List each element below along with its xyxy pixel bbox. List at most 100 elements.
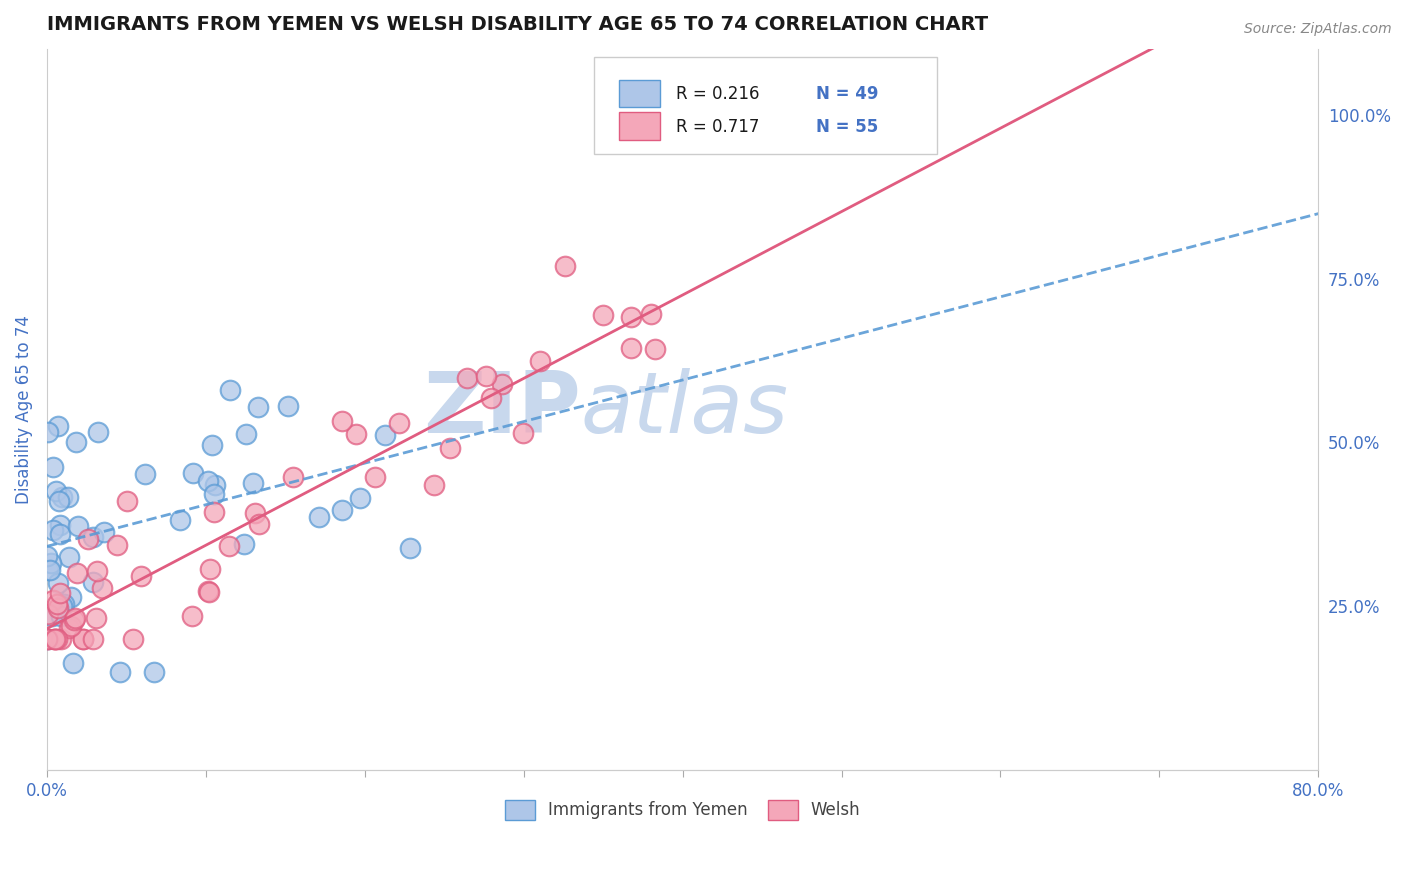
Point (41, 556, 63, 570)
Legend: Immigrants from Yemen, Welsh: Immigrants from Yemen, Welsh (498, 793, 868, 827)
Point (592, 308, 614, 322)
Point (247, 517, 270, 532)
Point (247, 400, 270, 414)
Point (82, 632, 104, 646)
Point (41, 609, 63, 624)
Point (423, 478, 446, 492)
Point (45, 484, 67, 499)
Point (48, 576, 70, 591)
Point (49, 608, 72, 623)
Point (620, 341, 643, 355)
Point (439, 442, 461, 456)
Point (53, 597, 76, 611)
Point (640, 307, 662, 321)
Point (82, 530, 104, 544)
Point (180, 609, 202, 624)
Point (117, 494, 139, 508)
Point (198, 585, 221, 599)
Point (308, 510, 330, 524)
FancyBboxPatch shape (619, 112, 659, 139)
Point (374, 428, 396, 442)
Point (481, 392, 503, 406)
Point (332, 414, 354, 428)
Point (197, 474, 219, 488)
Point (456, 371, 478, 385)
Point (60, 591, 83, 605)
Point (277, 400, 299, 414)
Point (72, 632, 94, 646)
Point (202, 505, 225, 519)
FancyBboxPatch shape (619, 79, 659, 107)
Point (242, 476, 264, 491)
Text: atlas: atlas (581, 368, 789, 451)
Point (512, 426, 534, 441)
Point (66, 566, 89, 580)
Point (72, 632, 94, 646)
Point (218, 539, 240, 553)
Point (56, 490, 79, 504)
Point (37, 607, 59, 622)
Point (245, 506, 267, 520)
Text: ZIP: ZIP (423, 368, 581, 451)
Text: N = 55: N = 55 (815, 118, 879, 136)
Point (491, 376, 513, 391)
Point (58, 549, 80, 564)
Point (108, 665, 131, 679)
Point (37, 563, 59, 577)
Point (46, 419, 69, 434)
Point (42, 632, 65, 646)
Point (62, 656, 84, 670)
Text: R = 0.216: R = 0.216 (676, 85, 759, 103)
Point (38, 563, 60, 577)
Point (235, 427, 257, 442)
Point (91, 581, 114, 595)
Point (399, 541, 422, 555)
Point (204, 478, 226, 492)
Point (37, 632, 59, 646)
Point (65, 435, 87, 450)
Point (84, 610, 107, 624)
Point (529, 353, 551, 368)
Point (60, 618, 83, 632)
Point (37, 632, 59, 646)
Point (77, 533, 100, 547)
Point (42, 460, 65, 475)
Point (198, 562, 221, 576)
Point (46, 632, 69, 646)
Point (233, 536, 256, 550)
Text: R = 0.717: R = 0.717 (676, 118, 759, 136)
Point (58, 622, 80, 636)
Point (86, 564, 108, 578)
Point (131, 569, 153, 583)
Point (63, 611, 86, 625)
Point (51, 599, 73, 613)
Point (121, 632, 143, 646)
Point (93, 524, 115, 539)
Y-axis label: Disability Age 65 to 74: Disability Age 65 to 74 (15, 315, 32, 504)
Point (202, 487, 225, 501)
Point (63, 614, 86, 628)
Point (46, 600, 69, 615)
Point (197, 584, 219, 599)
Point (37, 425, 59, 439)
Point (49, 526, 72, 541)
Point (51, 632, 73, 646)
Point (388, 416, 411, 430)
Point (644, 342, 666, 356)
Point (281, 470, 304, 484)
Point (169, 513, 191, 527)
Point (82, 574, 104, 589)
Text: N = 49: N = 49 (815, 85, 879, 103)
Point (134, 467, 156, 481)
Point (44, 632, 66, 646)
Point (49, 586, 72, 600)
Point (42, 523, 65, 537)
Point (49, 518, 72, 533)
Point (363, 470, 385, 484)
Point (554, 259, 576, 273)
Point (37, 549, 59, 563)
Point (87, 425, 110, 439)
Point (183, 467, 205, 481)
Point (37, 632, 59, 646)
Point (218, 383, 240, 397)
